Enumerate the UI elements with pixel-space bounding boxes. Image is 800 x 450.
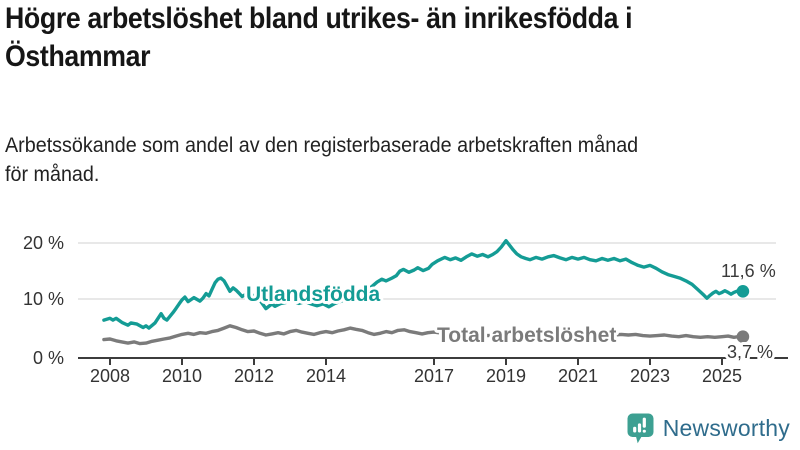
- bar-chart-speech-bubble-icon: [627, 413, 654, 444]
- gridlines: [78, 242, 776, 300]
- x-tick-label: 2017: [414, 366, 454, 386]
- series-line-total: [102, 324, 745, 346]
- series-label-utlandsfodda: Utlandsfödda: [246, 283, 380, 306]
- x-tick-label: 2008: [90, 366, 130, 386]
- series-label-total-arbetsloshet: Total arbetslöshet: [437, 324, 616, 347]
- newsworthy-wordmark: Newsworthy: [662, 415, 790, 441]
- end-value-label-utlandsfodda: 11,6 %: [721, 261, 776, 281]
- series-end-dot-total: [736, 330, 750, 344]
- series-line-utlandsfodda: [102, 238, 745, 330]
- y-tick-label-10: 10 %: [23, 289, 64, 309]
- x-axis-ticks: 2008 2010 2012 2014 2017 2019 2021 2023 2025: [90, 358, 742, 386]
- x-tick-label: 2023: [630, 366, 670, 386]
- chart-title: Högre arbetslöshet bland utrikes- än inr…: [5, 2, 633, 73]
- x-tick-label: 2010: [162, 366, 202, 386]
- chart-subtitle: Arbetssökande som andel av den registerb…: [5, 134, 639, 186]
- x-tick-label: 2021: [558, 366, 598, 386]
- newsworthy-logo: Newsworthy: [627, 413, 790, 444]
- end-value-label-total: 3,7 %: [727, 342, 773, 362]
- y-tick-label-20: 20 %: [23, 233, 64, 253]
- x-tick-label: 2012: [234, 366, 274, 386]
- x-tick-label: 2025: [702, 366, 742, 386]
- y-tick-label-0: 0 %: [33, 348, 64, 368]
- series-end-dot-utlandsfodda: [736, 285, 750, 298]
- x-tick-label: 2019: [486, 366, 526, 386]
- series-layer: [102, 238, 750, 346]
- x-tick-label: 2014: [306, 366, 346, 386]
